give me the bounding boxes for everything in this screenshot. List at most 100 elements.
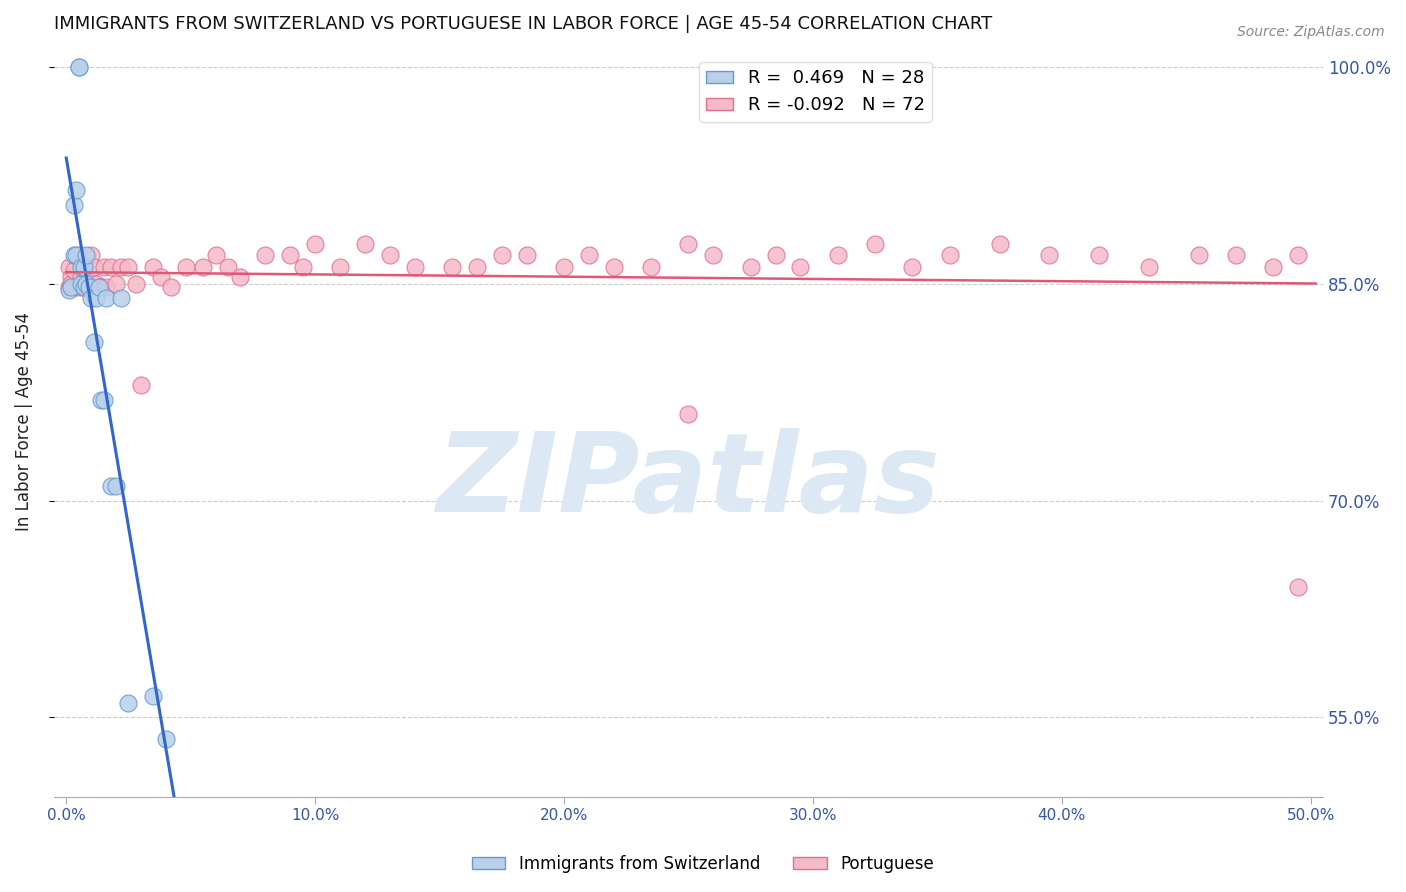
Immigrants from Switzerland [70, 277, 93, 291]
Y-axis label: In Labor Force | Age 45-54: In Labor Force | Age 45-54 [15, 311, 32, 531]
Portuguese [465, 260, 488, 274]
Portuguese [174, 260, 197, 274]
Portuguese [939, 248, 962, 262]
Portuguese [159, 280, 181, 294]
Portuguese [129, 378, 152, 392]
Portuguese [229, 269, 252, 284]
Immigrants from Switzerland [62, 197, 84, 211]
Portuguese [70, 269, 93, 284]
Immigrants from Switzerland [94, 292, 117, 306]
Portuguese [58, 280, 80, 294]
Portuguese [988, 236, 1011, 251]
Portuguese [516, 248, 538, 262]
Portuguese [58, 260, 80, 274]
Portuguese [84, 277, 107, 291]
Immigrants from Switzerland [70, 260, 93, 274]
Portuguese [1286, 580, 1309, 594]
Portuguese [217, 260, 239, 274]
Portuguese [827, 248, 849, 262]
Immigrants from Switzerland [65, 183, 87, 197]
Immigrants from Switzerland [155, 731, 177, 746]
Portuguese [67, 248, 90, 262]
Portuguese [329, 260, 352, 274]
Immigrants from Switzerland [62, 248, 84, 262]
Portuguese [863, 236, 886, 251]
Portuguese [441, 260, 464, 274]
Immigrants from Switzerland [65, 248, 87, 262]
Legend: Immigrants from Switzerland, Portuguese: Immigrants from Switzerland, Portuguese [465, 848, 941, 880]
Portuguese [100, 260, 122, 274]
Immigrants from Switzerland [90, 392, 112, 407]
Portuguese [740, 260, 762, 274]
Portuguese [110, 260, 132, 274]
Portuguese [90, 280, 112, 294]
Portuguese [640, 260, 662, 274]
Portuguese [354, 236, 377, 251]
Text: Source: ZipAtlas.com: Source: ZipAtlas.com [1237, 25, 1385, 39]
Immigrants from Switzerland [77, 280, 100, 294]
Portuguese [702, 248, 724, 262]
Portuguese [149, 269, 172, 284]
Portuguese [578, 248, 600, 262]
Portuguese [1263, 260, 1285, 274]
Portuguese [62, 280, 84, 294]
Immigrants from Switzerland [80, 292, 103, 306]
Immigrants from Switzerland [75, 277, 97, 291]
Immigrants from Switzerland [87, 280, 110, 294]
Portuguese [70, 280, 93, 294]
Portuguese [65, 280, 87, 294]
Portuguese [1225, 248, 1247, 262]
Portuguese [765, 248, 787, 262]
Portuguese [87, 280, 110, 294]
Immigrants from Switzerland [84, 292, 107, 306]
Immigrants from Switzerland [83, 334, 105, 349]
Text: ZIPatlas: ZIPatlas [437, 428, 941, 534]
Portuguese [73, 260, 96, 274]
Immigrants from Switzerland [93, 392, 115, 407]
Portuguese [125, 277, 148, 291]
Portuguese [603, 260, 626, 274]
Portuguese [1088, 248, 1111, 262]
Immigrants from Switzerland [58, 283, 80, 297]
Portuguese [378, 248, 401, 262]
Portuguese [678, 407, 700, 421]
Portuguese [1137, 260, 1160, 274]
Portuguese [204, 248, 226, 262]
Immigrants from Switzerland [105, 479, 128, 493]
Portuguese [491, 248, 513, 262]
Portuguese [901, 260, 924, 274]
Portuguese [80, 248, 103, 262]
Portuguese [304, 236, 326, 251]
Portuguese [73, 280, 96, 294]
Portuguese [77, 280, 100, 294]
Portuguese [278, 248, 301, 262]
Portuguese [105, 277, 128, 291]
Immigrants from Switzerland [142, 689, 165, 703]
Portuguese [1038, 248, 1060, 262]
Legend: R =  0.469   N = 28, R = -0.092   N = 72: R = 0.469 N = 28, R = -0.092 N = 72 [699, 62, 932, 121]
Portuguese [60, 277, 83, 291]
Immigrants from Switzerland [73, 280, 96, 294]
Immigrants from Switzerland [67, 60, 90, 74]
Immigrants from Switzerland [100, 479, 122, 493]
Immigrants from Switzerland [67, 60, 90, 74]
Portuguese [142, 260, 165, 274]
Portuguese [254, 248, 277, 262]
Portuguese [678, 236, 700, 251]
Immigrants from Switzerland [110, 292, 132, 306]
Text: IMMIGRANTS FROM SWITZERLAND VS PORTUGUESE IN LABOR FORCE | AGE 45-54 CORRELATION: IMMIGRANTS FROM SWITZERLAND VS PORTUGUES… [53, 15, 993, 33]
Portuguese [1188, 248, 1211, 262]
Portuguese [553, 260, 575, 274]
Portuguese [60, 269, 83, 284]
Portuguese [404, 260, 426, 274]
Portuguese [75, 280, 97, 294]
Immigrants from Switzerland [75, 248, 97, 262]
Portuguese [93, 260, 115, 274]
Portuguese [62, 262, 84, 277]
Portuguese [191, 260, 214, 274]
Immigrants from Switzerland [60, 280, 83, 294]
Portuguese [67, 277, 90, 291]
Portuguese [1286, 248, 1309, 262]
Portuguese [83, 260, 105, 274]
Portuguese [789, 260, 811, 274]
